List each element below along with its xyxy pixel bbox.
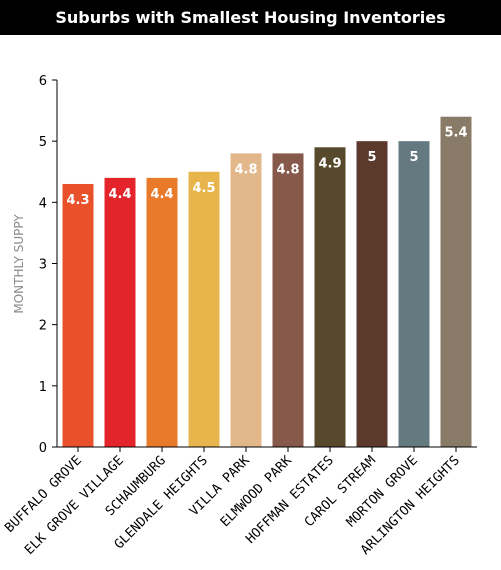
y-tick-label: 6 xyxy=(39,74,47,89)
bar xyxy=(104,177,136,447)
y-tick-label: 2 xyxy=(39,319,47,334)
y-axis: 0 1 2 3 4 5 6 xyxy=(39,74,58,456)
y-tick-label: 0 xyxy=(39,441,47,456)
bar xyxy=(314,147,346,448)
y-tick-label: 3 xyxy=(39,258,47,273)
bar-value-label: 4.4 xyxy=(150,187,173,202)
bar xyxy=(230,153,262,447)
bar-value-label: 4.8 xyxy=(234,162,257,177)
bar-value-label: 5.4 xyxy=(444,126,467,141)
bar xyxy=(146,177,178,447)
bars: 4.3 4.4 4.4 4.5 4.8 4.8 4.9 5 5 5.4 xyxy=(62,116,472,448)
bar-value-label: 4.9 xyxy=(318,156,341,171)
bar xyxy=(356,141,388,447)
y-tick-label: 4 xyxy=(39,196,47,211)
chart-title: Suburbs with Smallest Housing Inventorie… xyxy=(0,0,501,35)
y-axis-title: MONTHLY SUPPY xyxy=(12,214,26,314)
bar-value-label: 4.4 xyxy=(108,187,131,202)
bar-value-label: 4.5 xyxy=(192,181,215,196)
bar xyxy=(188,171,220,447)
bar-value-label: 5 xyxy=(367,150,376,165)
x-tick-label: BUFFALO GROVE xyxy=(2,453,85,536)
bar xyxy=(440,116,472,447)
bar-value-label: 4.3 xyxy=(66,193,89,208)
y-tick-label: 1 xyxy=(39,380,47,395)
bar xyxy=(62,183,94,447)
bar-value-label: 5 xyxy=(409,150,418,165)
bar xyxy=(398,141,430,447)
bar xyxy=(272,153,304,447)
y-tick-label: 5 xyxy=(39,135,47,150)
bar-value-label: 4.8 xyxy=(276,162,299,177)
